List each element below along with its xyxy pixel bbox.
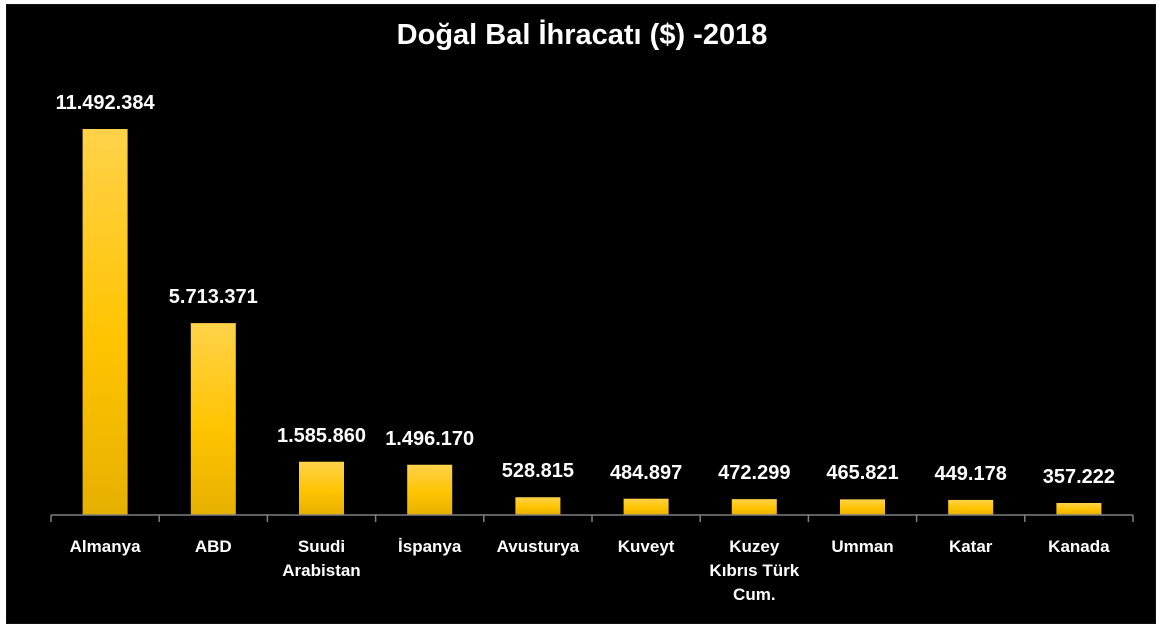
x-tick-label: Avusturya — [496, 537, 580, 556]
chart-plot — [50, 129, 1134, 522]
data-label: 528.815 — [501, 460, 575, 483]
bar — [82, 129, 128, 515]
x-tick-label: Suudi Arabistan — [282, 537, 361, 580]
data-label: 1.496.170 — [385, 427, 475, 450]
bar — [407, 464, 453, 515]
x-tick-label: Umman — [831, 537, 894, 556]
bar — [840, 499, 885, 515]
x-tick-label: Almanya — [69, 537, 141, 556]
data-label: 484.897 — [609, 461, 683, 484]
x-tick-label: İspanya — [398, 537, 462, 556]
data-label: 11.492.384 — [55, 92, 155, 114]
data-label: 1.585.860 — [277, 424, 366, 447]
x-tick-label: Kuveyt — [617, 537, 675, 556]
bar — [623, 498, 669, 515]
data-label: 357.222 — [1042, 466, 1116, 488]
chart-area: Doğal Bal İhracatı ($) -2018 11.492.384 A… — [6, 4, 1156, 624]
bar — [515, 497, 561, 515]
data-label: 5.713.371 — [168, 286, 258, 309]
bar — [299, 461, 344, 515]
x-tick-label: Kanada — [1048, 537, 1110, 556]
bar — [948, 499, 994, 515]
data-label: 472.299 — [718, 462, 791, 485]
chart-title: Doğal Bal İhracatı ($) -2018 — [396, 19, 768, 51]
x-tick-label: Kuzey Kıbrıs Türk Cum. — [709, 537, 800, 604]
data-label: 449.178 — [934, 462, 1007, 485]
bar — [731, 499, 777, 515]
x-tick-label: Katar — [948, 537, 993, 556]
bar — [1056, 503, 1102, 515]
data-label: 465.821 — [826, 462, 899, 485]
bar — [190, 323, 236, 515]
x-tick-label: ABD — [194, 537, 232, 556]
